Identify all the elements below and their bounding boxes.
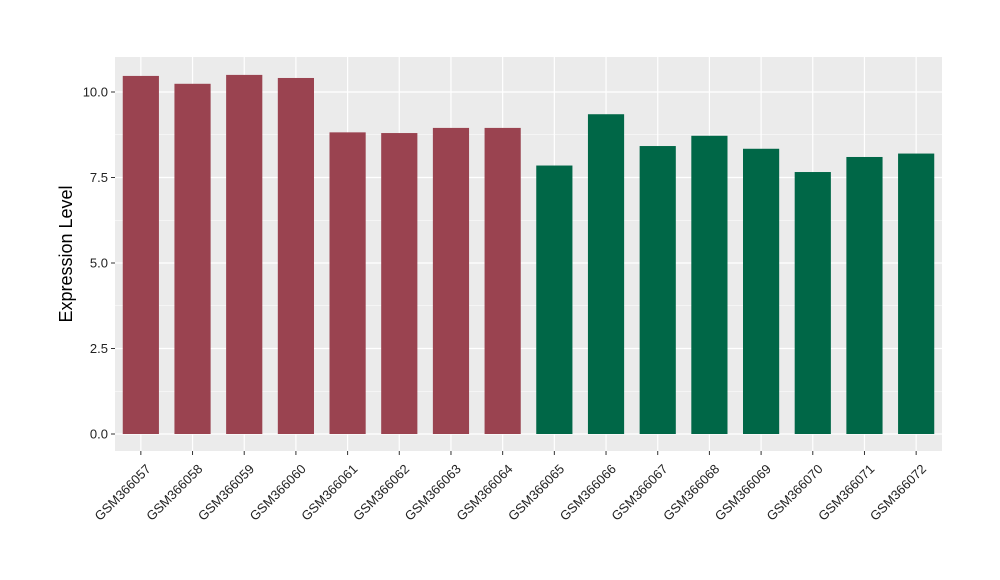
bar-GSM366070 [794,172,831,434]
x-axis: GSM366057GSM366058GSM366059GSM366060GSM3… [92,451,929,524]
bar-GSM366069 [743,148,780,434]
bar-GSM366064 [484,127,521,434]
y-tick-label: 2.5 [90,341,108,356]
bar-GSM366060 [277,77,314,434]
bar-GSM366067 [639,146,676,434]
bar-GSM366058 [174,83,211,435]
bar-GSM366065 [536,165,573,434]
bar-GSM366072 [898,153,935,434]
bar-GSM366062 [381,133,418,435]
x-tick-label: GSM366072 [867,461,929,523]
y-tick-label: 7.5 [90,170,108,185]
y-tick-label: 10.0 [83,85,108,100]
bar-GSM366057 [122,75,159,435]
y-axis: 0.0 2.5 5.0 7.5 10.0 [83,85,115,442]
bar-GSM366061 [329,132,366,434]
y-axis-title: Expression Level [56,185,76,322]
bar-GSM366066 [587,114,625,434]
bar-GSM366063 [432,127,470,434]
bar-GSM366068 [691,135,728,434]
bar-GSM366071 [846,156,883,435]
bars [122,74,935,435]
y-tick-label: 5.0 [90,256,108,271]
bar-GSM366059 [226,74,263,435]
y-tick-label: 0.0 [90,427,108,442]
